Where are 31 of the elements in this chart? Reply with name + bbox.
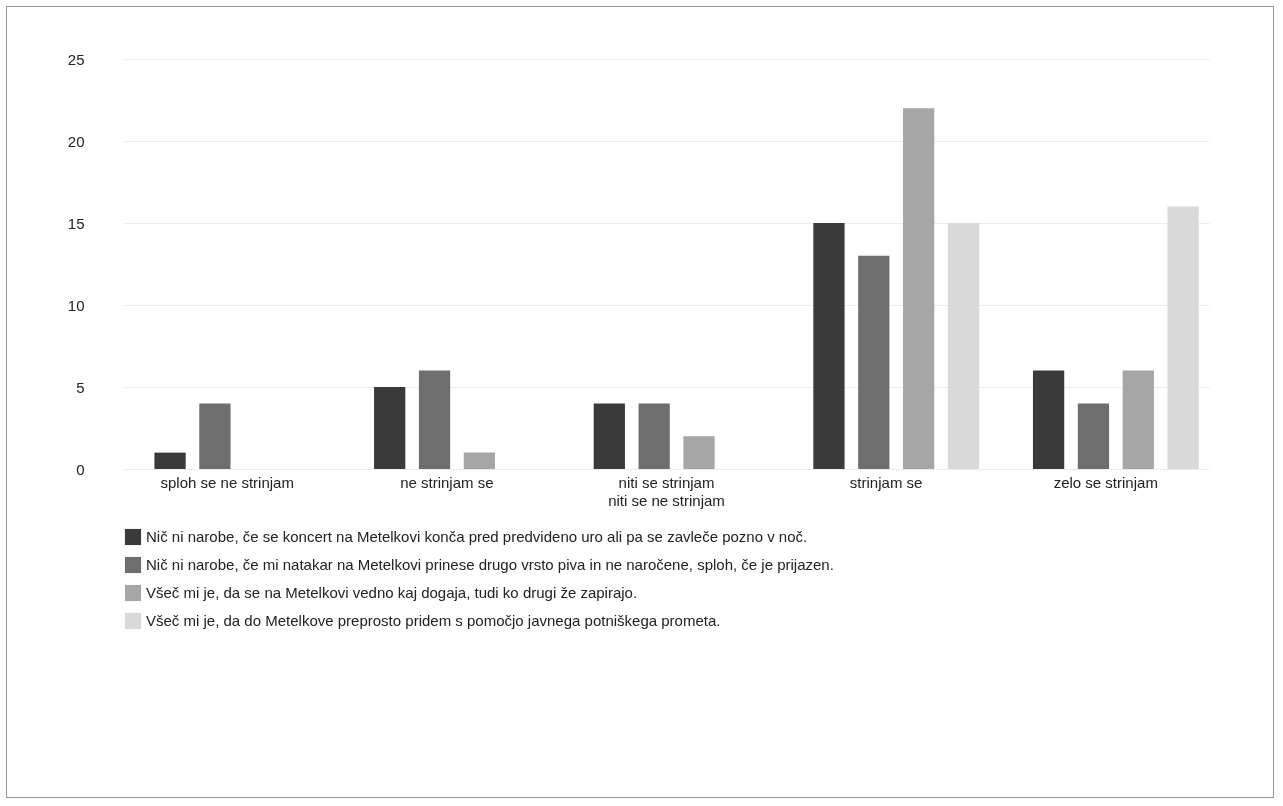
bar [1167,206,1199,469]
y-tick-label: 5 [76,378,85,396]
x-tick-label: sploh se ne strinjam [160,473,294,491]
bar [947,223,980,469]
bar [1077,403,1110,469]
x-tick-label: niti se strinjam niti se ne strinjam [608,473,725,509]
x-tick-label: zelo se strinjam [1053,473,1158,491]
bar [593,403,625,469]
legend-label: Nič ni narobe, če se koncert na Metelkovi konča pred predvideno uro ali pa se zavleče pozno v noč. [146,528,808,545]
bar [683,436,715,469]
y-tick-label: 0 [76,460,85,478]
x-tick-label: ne strinjam se [400,473,494,491]
bar [154,452,186,469]
legend-label: Nič ni narobe, če mi natakar na Metelkovi prinese drugo vrsto piva in ne naročene, sploh, če je prijazen. [146,556,834,573]
legend-label: Všeč mi je, da se na Metelkovi vedno kaj dogaja, tudi ko drugi že zapirajo. [146,584,638,601]
legend-label: Všeč mi je, da do Metelkove preprosto pridem s pomočjo javnega potniškega prometa. [146,612,721,629]
y-tick-label: 25 [67,50,85,68]
y-tick-label: 15 [67,214,85,232]
bar [813,223,845,469]
bar [638,403,670,469]
y-tick-label: 20 [67,132,85,150]
x-tick-label: strinjam se [849,473,923,491]
bar [199,403,231,469]
bar [903,108,935,469]
bar [418,370,451,469]
bar [463,452,496,469]
bar [858,255,890,469]
y-tick-label: 10 [67,296,85,314]
bar [1032,370,1065,469]
bar [1122,370,1154,469]
bar [374,387,406,469]
